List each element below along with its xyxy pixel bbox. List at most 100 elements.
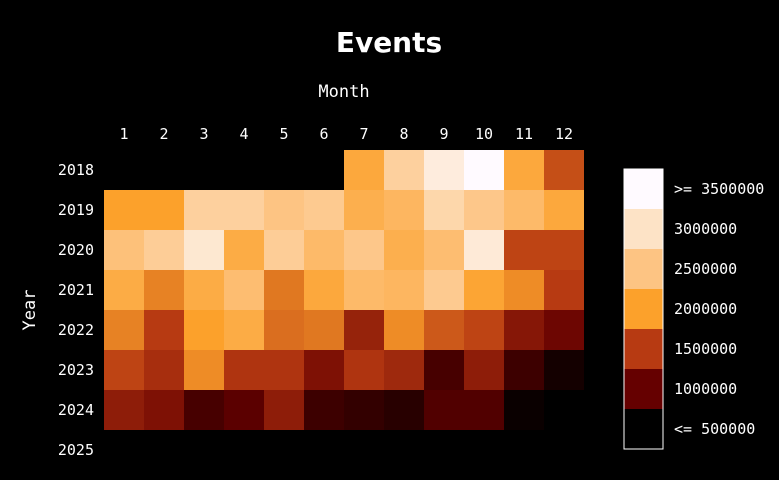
heatmap-cell bbox=[544, 390, 584, 430]
heatmap-cell bbox=[544, 150, 584, 190]
heatmap-cell bbox=[424, 310, 464, 350]
heatmap-cell bbox=[504, 190, 544, 230]
heatmap-cell bbox=[304, 390, 344, 430]
heatmap-cell bbox=[504, 150, 544, 190]
x-tick-label: 8 bbox=[399, 125, 408, 143]
heatmap-cell bbox=[384, 310, 424, 350]
x-axis-label: Month bbox=[318, 82, 369, 102]
heatmap-cell bbox=[344, 310, 384, 350]
x-tick-label: 4 bbox=[239, 125, 248, 143]
heatmap-cell bbox=[464, 270, 504, 310]
heatmap-cell bbox=[384, 150, 424, 190]
heatmap-cell bbox=[544, 270, 584, 310]
heatmap-cell bbox=[424, 190, 464, 230]
heatmap-cell bbox=[544, 350, 584, 390]
heatmap-cell bbox=[424, 150, 464, 190]
y-tick-labels: 2018 2019 2020 2021 2022 2023 2024 2025 bbox=[58, 161, 94, 459]
heatmap-cell bbox=[304, 190, 344, 230]
heatmap-cell bbox=[304, 270, 344, 310]
x-tick-label: 2 bbox=[159, 125, 168, 143]
y-tick-label: 2018 bbox=[58, 161, 94, 179]
x-tick-label: 10 bbox=[475, 125, 493, 143]
colorbar-swatch bbox=[624, 209, 663, 249]
chart-title: Events bbox=[336, 26, 442, 59]
y-tick-label: 2019 bbox=[58, 201, 94, 219]
heatmap-cell bbox=[104, 390, 144, 430]
heatmap-cell bbox=[224, 310, 264, 350]
y-tick-label: 2025 bbox=[58, 441, 94, 459]
heatmap-cell bbox=[104, 430, 144, 470]
colorbar-label: >= 3500000 bbox=[674, 180, 764, 198]
heatmap-cell bbox=[504, 390, 544, 430]
x-tick-labels: 1 2 3 4 5 6 7 8 9 10 11 12 bbox=[119, 125, 573, 143]
heatmap-cells bbox=[104, 150, 584, 470]
heatmap-cell bbox=[144, 230, 184, 270]
heatmap-cell bbox=[104, 350, 144, 390]
y-tick-label: 2024 bbox=[58, 401, 94, 419]
colorbar-label: <= 500000 bbox=[674, 420, 755, 438]
heatmap-cell bbox=[144, 270, 184, 310]
x-tick-label: 3 bbox=[199, 125, 208, 143]
heatmap-cell bbox=[264, 190, 304, 230]
heatmap-cell bbox=[104, 270, 144, 310]
colorbar-label: 1500000 bbox=[674, 340, 737, 358]
heatmap-cell bbox=[384, 190, 424, 230]
heatmap-cell bbox=[464, 310, 504, 350]
x-tick-label: 12 bbox=[555, 125, 573, 143]
heatmap-cell bbox=[384, 230, 424, 270]
heatmap-cell bbox=[304, 230, 344, 270]
colorbar-swatch bbox=[624, 169, 663, 209]
heatmap-cell bbox=[464, 350, 504, 390]
heatmap-cell bbox=[104, 190, 144, 230]
heatmap-cell bbox=[544, 190, 584, 230]
heatmap-cell bbox=[464, 190, 504, 230]
colorbar-label: 2000000 bbox=[674, 300, 737, 318]
x-tick-label: 11 bbox=[515, 125, 533, 143]
heatmap-cell bbox=[144, 310, 184, 350]
heatmap-cell bbox=[384, 390, 424, 430]
colorbar-label: 2500000 bbox=[674, 260, 737, 278]
heatmap-cell bbox=[184, 230, 224, 270]
heatmap-cell bbox=[224, 390, 264, 430]
heatmap-cell bbox=[464, 230, 504, 270]
heatmap-cell bbox=[464, 150, 504, 190]
heatmap-cell bbox=[184, 310, 224, 350]
heatmap-cell bbox=[384, 270, 424, 310]
x-tick-label: 1 bbox=[119, 125, 128, 143]
heatmap-cell bbox=[424, 270, 464, 310]
heatmap-cell bbox=[184, 350, 224, 390]
heatmap-cell bbox=[344, 390, 384, 430]
heatmap-cell bbox=[184, 190, 224, 230]
heatmap-cell bbox=[144, 390, 184, 430]
heatmap-cell bbox=[384, 350, 424, 390]
x-tick-label: 7 bbox=[359, 125, 368, 143]
y-axis-label: Year bbox=[20, 290, 40, 331]
heatmap-cell bbox=[344, 270, 384, 310]
heatmap-cell bbox=[264, 270, 304, 310]
heatmap-cell bbox=[344, 230, 384, 270]
heatmap-cell bbox=[264, 390, 304, 430]
heatmap-cell bbox=[544, 310, 584, 350]
heatmap-cell bbox=[104, 230, 144, 270]
colorbar-swatch bbox=[624, 329, 663, 369]
heatmap-cell bbox=[224, 190, 264, 230]
heatmap-cell bbox=[544, 230, 584, 270]
heatmap-cell bbox=[264, 310, 304, 350]
colorbar-swatch bbox=[624, 249, 663, 289]
colorbar: >= 3500000 3000000 2500000 2000000 1500000 10… bbox=[623, 168, 764, 450]
colorbar-swatch bbox=[624, 409, 663, 449]
heatmap-cell bbox=[144, 350, 184, 390]
heatmap-cell bbox=[344, 350, 384, 390]
heatmap-cell bbox=[344, 190, 384, 230]
x-tick-label: 5 bbox=[279, 125, 288, 143]
heatmap-cell bbox=[224, 270, 264, 310]
y-tick-label: 2021 bbox=[58, 281, 94, 299]
heatmap-cell bbox=[344, 150, 384, 190]
colorbar-label: 1000000 bbox=[674, 380, 737, 398]
heatmap-cell bbox=[424, 350, 464, 390]
heatmap-cell bbox=[264, 230, 304, 270]
heatmap-cell bbox=[264, 350, 304, 390]
heatmap-cell bbox=[504, 270, 544, 310]
x-tick-label: 6 bbox=[319, 125, 328, 143]
